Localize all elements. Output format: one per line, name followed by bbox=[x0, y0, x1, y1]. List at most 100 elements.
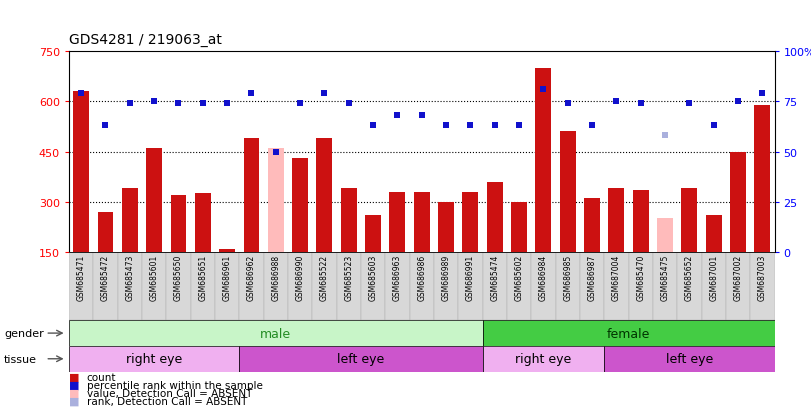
Bar bbox=[556, 252, 580, 320]
Bar bbox=[657, 219, 673, 252]
Text: percentile rank within the sample: percentile rank within the sample bbox=[87, 380, 263, 390]
Text: GSM685471: GSM685471 bbox=[76, 254, 86, 301]
Text: GSM686962: GSM686962 bbox=[247, 254, 256, 301]
Text: count: count bbox=[87, 372, 116, 382]
Bar bbox=[458, 252, 483, 320]
Bar bbox=[215, 252, 239, 320]
Bar bbox=[584, 199, 600, 252]
Bar bbox=[312, 252, 337, 320]
Bar bbox=[706, 216, 722, 252]
Text: ■: ■ bbox=[69, 388, 79, 398]
Text: left eye: left eye bbox=[337, 352, 384, 366]
Text: GSM685472: GSM685472 bbox=[101, 254, 110, 301]
Bar bbox=[629, 252, 653, 320]
Bar bbox=[560, 132, 576, 252]
Text: GSM685470: GSM685470 bbox=[636, 254, 646, 301]
Text: gender: gender bbox=[4, 328, 44, 338]
Bar bbox=[385, 252, 410, 320]
Text: GSM686985: GSM686985 bbox=[563, 254, 573, 301]
Bar bbox=[191, 252, 215, 320]
Text: GSM685601: GSM685601 bbox=[149, 254, 159, 301]
Text: GSM687001: GSM687001 bbox=[709, 254, 719, 301]
Text: GSM687003: GSM687003 bbox=[757, 254, 767, 301]
Text: GSM686984: GSM686984 bbox=[539, 254, 548, 301]
Text: GSM686991: GSM686991 bbox=[466, 254, 475, 301]
Bar bbox=[142, 252, 166, 320]
Text: GSM686963: GSM686963 bbox=[393, 254, 402, 301]
Bar bbox=[69, 320, 483, 346]
Bar bbox=[702, 252, 726, 320]
Bar bbox=[365, 216, 381, 252]
Text: GSM685603: GSM685603 bbox=[368, 254, 378, 301]
Text: GSM685652: GSM685652 bbox=[684, 254, 694, 301]
Bar bbox=[438, 202, 454, 252]
Bar bbox=[677, 252, 702, 320]
Bar bbox=[483, 320, 775, 346]
Text: GSM686961: GSM686961 bbox=[222, 254, 232, 301]
Bar bbox=[69, 252, 93, 320]
Text: GSM686987: GSM686987 bbox=[587, 254, 597, 301]
Bar bbox=[507, 252, 531, 320]
Bar bbox=[681, 189, 697, 252]
Bar bbox=[341, 189, 357, 252]
Text: ■: ■ bbox=[69, 380, 79, 390]
Bar bbox=[361, 252, 385, 320]
Bar bbox=[93, 252, 118, 320]
Bar bbox=[288, 252, 312, 320]
Text: GSM685474: GSM685474 bbox=[490, 254, 500, 301]
Bar bbox=[535, 69, 551, 252]
Text: tissue: tissue bbox=[4, 354, 37, 364]
Text: GSM686986: GSM686986 bbox=[417, 254, 427, 301]
Bar bbox=[170, 196, 187, 252]
Text: ■: ■ bbox=[69, 396, 79, 406]
Bar bbox=[531, 252, 556, 320]
Text: GSM687002: GSM687002 bbox=[733, 254, 743, 301]
Bar bbox=[580, 252, 604, 320]
Bar bbox=[750, 252, 775, 320]
Bar bbox=[219, 249, 235, 252]
Text: GSM686990: GSM686990 bbox=[295, 254, 305, 301]
Text: GSM685650: GSM685650 bbox=[174, 254, 183, 301]
Bar bbox=[410, 252, 434, 320]
Text: GSM685523: GSM685523 bbox=[344, 254, 354, 301]
Bar bbox=[195, 194, 211, 252]
Bar bbox=[633, 190, 649, 252]
Bar bbox=[243, 139, 260, 252]
Bar bbox=[730, 152, 746, 252]
Bar bbox=[434, 252, 458, 320]
Bar bbox=[511, 202, 527, 252]
Bar bbox=[97, 212, 114, 252]
Bar bbox=[604, 346, 775, 372]
Bar bbox=[608, 189, 624, 252]
Text: GSM687004: GSM687004 bbox=[611, 254, 621, 301]
Text: GSM685522: GSM685522 bbox=[320, 254, 329, 300]
Text: GSM686989: GSM686989 bbox=[441, 254, 451, 301]
Bar bbox=[754, 105, 770, 252]
Text: GDS4281 / 219063_at: GDS4281 / 219063_at bbox=[69, 33, 222, 47]
Bar bbox=[239, 252, 264, 320]
Bar bbox=[122, 189, 138, 252]
Text: rank, Detection Call = ABSENT: rank, Detection Call = ABSENT bbox=[87, 396, 247, 406]
Bar bbox=[268, 149, 284, 252]
Text: GSM685475: GSM685475 bbox=[660, 254, 670, 301]
Bar bbox=[118, 252, 142, 320]
Bar bbox=[483, 252, 507, 320]
Bar bbox=[389, 192, 406, 252]
Bar bbox=[69, 346, 239, 372]
Text: GSM685473: GSM685473 bbox=[125, 254, 135, 301]
Bar bbox=[487, 182, 503, 252]
Text: GSM685651: GSM685651 bbox=[198, 254, 208, 301]
Bar bbox=[73, 92, 89, 252]
Bar bbox=[292, 159, 308, 252]
Text: right eye: right eye bbox=[126, 352, 182, 366]
Bar bbox=[462, 192, 478, 252]
Text: GSM686988: GSM686988 bbox=[271, 254, 281, 300]
Bar bbox=[264, 252, 288, 320]
Bar bbox=[316, 139, 333, 252]
Text: male: male bbox=[260, 327, 291, 340]
Text: GSM685602: GSM685602 bbox=[514, 254, 524, 301]
Bar bbox=[726, 252, 750, 320]
Text: female: female bbox=[607, 327, 650, 340]
Bar bbox=[146, 149, 162, 252]
Bar bbox=[604, 252, 629, 320]
